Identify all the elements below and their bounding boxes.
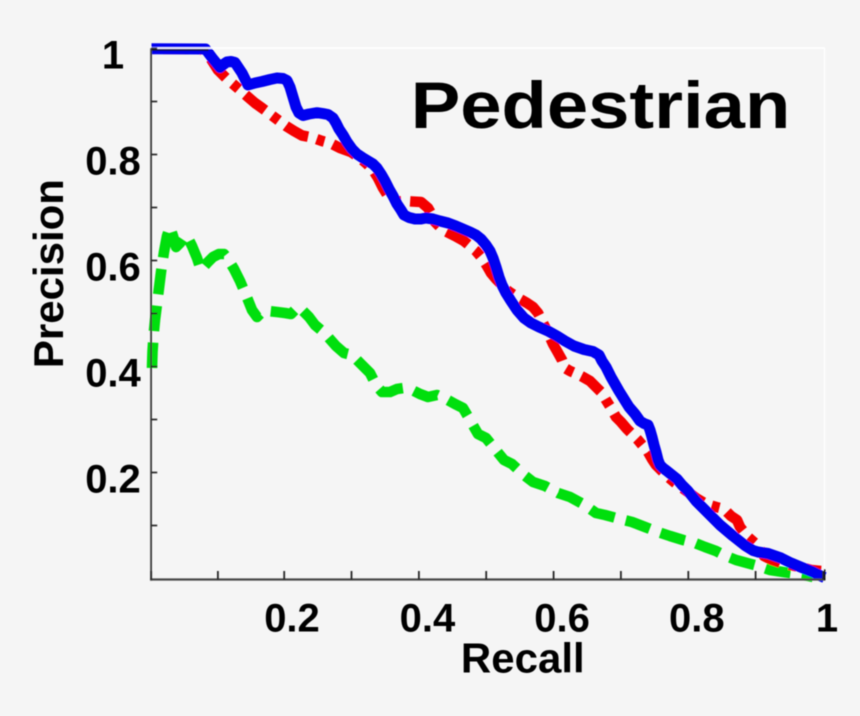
svg-text:0.4: 0.4	[85, 352, 141, 396]
svg-text:1: 1	[102, 34, 124, 78]
svg-text:1: 1	[816, 597, 838, 641]
svg-text:Precision: Precision	[25, 179, 72, 368]
svg-text:0.6: 0.6	[85, 246, 141, 290]
svg-text:0.4: 0.4	[400, 597, 456, 641]
svg-text:0.8: 0.8	[85, 140, 141, 184]
svg-text:0.8: 0.8	[669, 597, 725, 641]
svg-text:Recall: Recall	[461, 635, 585, 682]
svg-text:0.6: 0.6	[534, 597, 590, 641]
svg-text:0.2: 0.2	[264, 597, 320, 641]
svg-text:0.2: 0.2	[85, 458, 141, 502]
svg-text:Pedestrian: Pedestrian	[411, 68, 791, 142]
